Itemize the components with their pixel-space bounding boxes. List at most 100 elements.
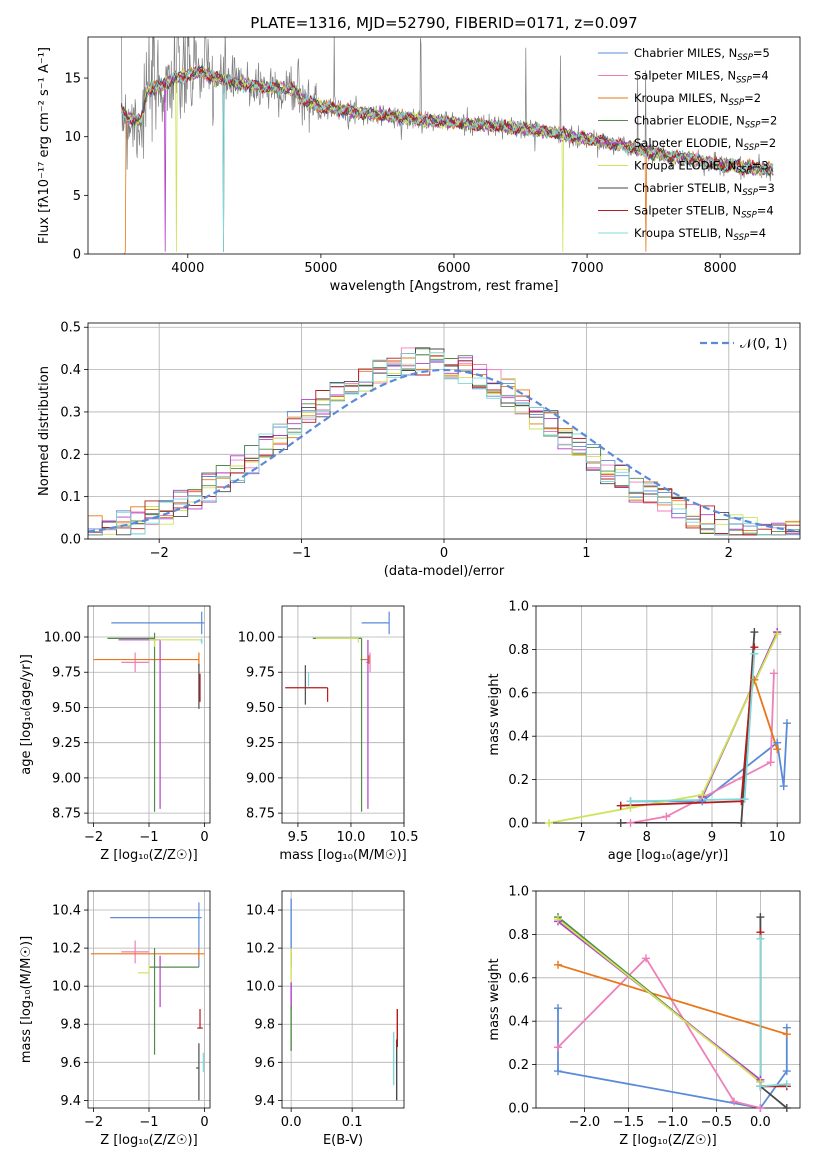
x-tick-label: 7000 — [571, 261, 604, 276]
y-tick-label: 0.6 — [508, 686, 529, 701]
legend-entry: Salpeter ELODIE, NSSP=2 — [634, 136, 776, 153]
y-tick-label: 10.4 — [246, 904, 275, 919]
weight-marker — [773, 745, 782, 754]
x-tick-label: −2.0 — [569, 1115, 601, 1130]
y-tick-label: 0.1 — [60, 490, 81, 505]
residual-histogram — [88, 348, 800, 536]
panel-residuals: −2 −1 0 1 2 0.0 0.1 0.2 0.3 0.4 0.5 (data-model)/er… — [37, 321, 801, 579]
weight-marker — [756, 913, 765, 922]
x-tick-label: −2 — [150, 546, 169, 561]
x-axis-label: wavelength [Angstrom, rest frame] — [330, 279, 559, 294]
weight-line — [630, 673, 775, 823]
y-tick-label: 9.00 — [246, 771, 275, 786]
weight-marker — [756, 1104, 765, 1112]
weight-marker — [782, 1080, 791, 1089]
x-tick-label: −1.0 — [657, 1115, 689, 1130]
residual-histogram — [88, 352, 800, 536]
y-tick-label: 8.75 — [52, 807, 81, 822]
weight-marker — [737, 819, 746, 827]
y-tick-label: 0 — [73, 248, 81, 263]
legend-entry: Kroupa ELODIE, NSSP=3 — [634, 159, 769, 176]
x-tick-label: 6000 — [437, 261, 470, 276]
weight-marker — [782, 719, 791, 728]
plot-area — [285, 611, 390, 812]
normal-distribution-curve — [88, 368, 800, 533]
weight-marker — [782, 1067, 791, 1076]
y-tick-label: 9.75 — [52, 666, 81, 681]
weight-marker — [554, 1043, 562, 1052]
y-tick-label: 9.4 — [60, 1094, 81, 1109]
y-tick-label: 9.25 — [246, 736, 275, 751]
residual-histogram — [88, 347, 800, 536]
weight-marker — [769, 669, 778, 678]
y-tick-label: 10.0 — [52, 980, 81, 995]
y-axis-label: mass [log₁₀(M/M☉)] — [19, 936, 34, 1063]
y-tick-label: 0.2 — [508, 773, 529, 788]
panel-weight_z: −2.0 −1.5 −1.0 −0.5 0.0 0.0 0.2 0.4 0.6 0.8 1.0 Z [… — [487, 885, 801, 1148]
x-tick-label: 9.5 — [288, 830, 309, 845]
model-spectrum-line — [120, 65, 774, 176]
y-tick-label: 9.25 — [52, 736, 81, 751]
y-tick-label: 9.50 — [246, 701, 275, 716]
y-tick-label: 9.4 — [254, 1094, 275, 1109]
x-tick-label: 0 — [200, 1115, 208, 1130]
y-tick-label: 10.2 — [246, 942, 275, 957]
panel-spectrum: 4000 5000 6000 7000 8000 0 5 10 15 wavelength [An… — [37, 36, 801, 294]
y-tick-label: 0.0 — [60, 533, 81, 548]
y-tick-label: 0.8 — [508, 643, 529, 658]
weight-marker — [756, 934, 765, 943]
panel-ebv_mass: 0.0 0.1 9.4 9.6 9.8 10.0 10.2 10.4 E(B-V) — [246, 890, 405, 1148]
x-tick-label: 0.0 — [281, 1115, 302, 1130]
axes-frame — [87, 890, 211, 1109]
residual-histogram — [88, 353, 800, 536]
x-tick-label: 0.0 — [750, 1115, 771, 1130]
plot-area — [557, 916, 788, 1108]
y-axis-label: mass weight — [487, 958, 502, 1040]
x-tick-label: 1 — [582, 546, 590, 561]
legend-entry: Chabrier STELIB, NSSP=3 — [634, 181, 775, 198]
legend-entry: Chabrier ELODIE, NSSP=2 — [634, 114, 777, 131]
weight-marker — [782, 1030, 791, 1039]
y-tick-label: 0.8 — [508, 928, 529, 943]
x-axis-label: Z [log₁₀(Z/Z☉)] — [100, 848, 197, 863]
weight-marker — [554, 960, 562, 969]
x-tick-label: −1.5 — [613, 1115, 645, 1130]
panel-weight_age: 7 8 9 10 0.0 0.2 0.4 0.6 0.8 1.0 age [log₁₀(age/yr… — [487, 600, 801, 863]
axes-frame — [535, 605, 801, 824]
weight-line — [630, 653, 756, 803]
y-tick-label: 9.00 — [52, 771, 81, 786]
y-tick-label: 0.4 — [508, 1015, 529, 1030]
y-axis-label: mass weight — [487, 673, 502, 755]
x-tick-label: 10 — [769, 830, 786, 845]
axes-frame — [87, 605, 211, 824]
y-tick-label: 1.0 — [508, 885, 529, 900]
weight-marker — [779, 782, 788, 791]
legend-entry: Salpeter STELIB, NSSP=4 — [634, 204, 774, 221]
axes-frame — [87, 36, 801, 255]
weight-marker — [554, 915, 562, 924]
y-tick-label: 9.50 — [52, 701, 81, 716]
plot-area — [120, 37, 774, 254]
y-tick-label: 0.6 — [508, 971, 529, 986]
axes-frame — [281, 890, 405, 1109]
weight-marker — [740, 795, 749, 804]
weight-line — [753, 679, 779, 750]
y-tick-label: 0.0 — [508, 817, 529, 832]
x-tick-label: 0.1 — [342, 1115, 363, 1130]
panel-z_age: −2 −1 0 8.75 9.00 9.25 9.50 9.75 10.00 Z [log₁₀(Z… — [19, 605, 211, 863]
y-tick-label: 9.8 — [254, 1018, 275, 1033]
weight-marker — [616, 819, 625, 827]
y-tick-label: 5 — [73, 189, 81, 204]
y-tick-label: 0.0 — [508, 1102, 529, 1117]
weight-marker — [782, 1104, 791, 1112]
x-axis-label: mass [log₁₀(M/M☉)] — [279, 848, 406, 863]
legend-entry: Chabrier MILES, NSSP=5 — [634, 46, 770, 63]
x-tick-label: 8 — [643, 830, 651, 845]
x-axis-label: Z [log₁₀(Z/Z☉)] — [619, 1133, 716, 1148]
x-tick-label: −2 — [84, 830, 103, 845]
x-tick-label: 4000 — [171, 261, 204, 276]
y-tick-label: 0.2 — [508, 1058, 529, 1073]
x-tick-label: −1 — [292, 546, 311, 561]
weight-line — [630, 723, 788, 803]
